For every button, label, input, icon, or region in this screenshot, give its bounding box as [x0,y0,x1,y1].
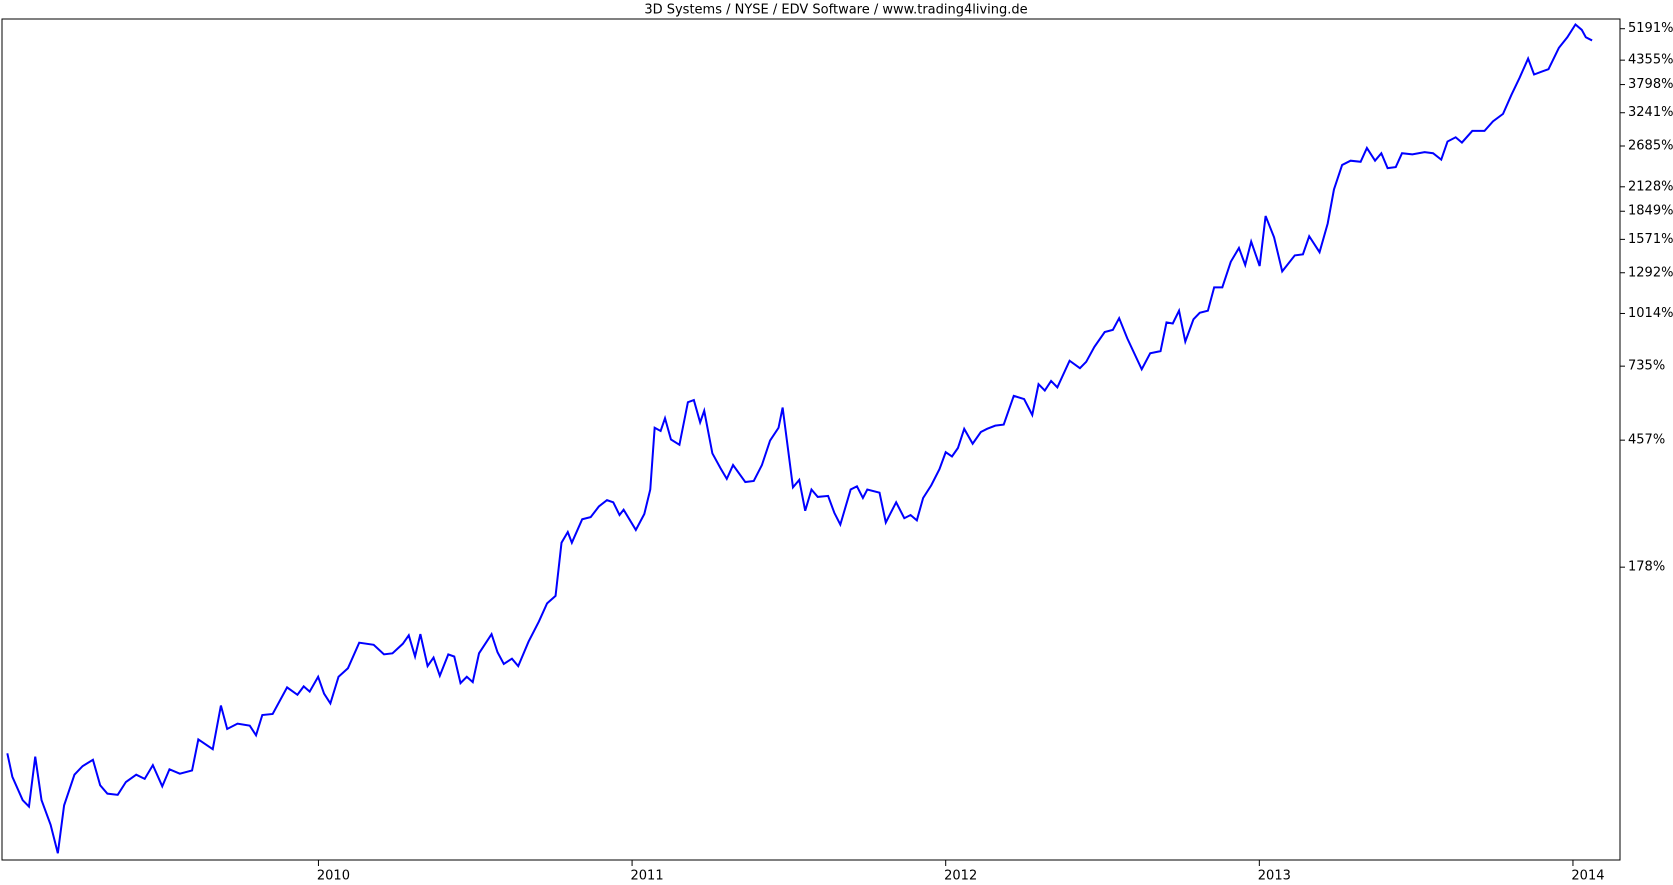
y-tick-label: 1014% [1628,306,1673,321]
y-tick-label: 2685% [1628,139,1673,154]
y-tick-label: 2128% [1628,179,1673,194]
y-tick-label: 735% [1628,359,1665,374]
y-tick-label: 3798% [1628,77,1673,92]
x-tick-label: 2013 [1258,869,1291,884]
x-tick-label: 2010 [317,869,350,884]
y-tick-label: 457% [1628,433,1665,448]
y-tick-label: 1571% [1628,232,1673,247]
x-tick-label: 2012 [944,869,977,884]
y-tick-label: 1292% [1628,265,1673,280]
plot-frame [1,18,1621,861]
chart-title: 3D Systems / NYSE / EDV Software / www.t… [644,3,1027,18]
y-tick-label: 178% [1628,560,1665,575]
price-line [6,23,1593,854]
x-tick-label: 2014 [1571,869,1604,884]
y-tick-label: 5191% [1628,21,1673,36]
y-tick-label: 3241% [1628,105,1673,120]
x-tick-label: 2011 [631,869,664,884]
y-tick-label: 4355% [1628,53,1673,68]
y-tick-label: 1849% [1628,204,1673,219]
